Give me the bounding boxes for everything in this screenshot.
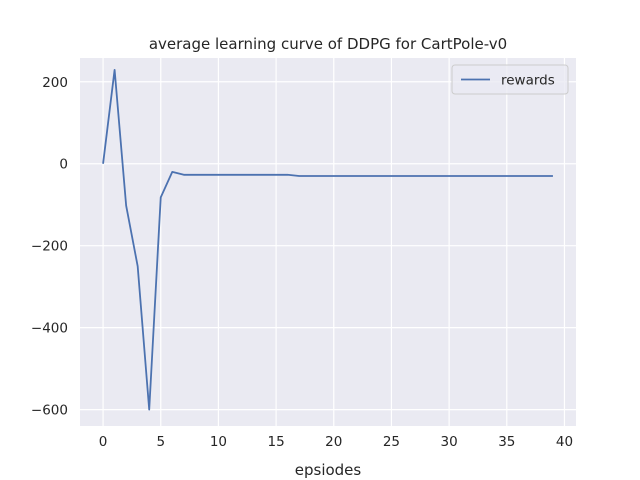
x-tick-label: 15 <box>267 434 284 450</box>
y-tick-label: 200 <box>42 75 68 91</box>
x-tick-label: 40 <box>556 434 573 450</box>
y-tick-label: 0 <box>59 157 68 173</box>
legend-box <box>451 64 569 95</box>
legend-label: rewards <box>501 73 555 89</box>
y-tick-label: −200 <box>31 239 68 255</box>
series-line-rewards <box>102 68 553 411</box>
x-tick-label: 30 <box>441 434 458 450</box>
x-tick-label: 10 <box>210 434 227 450</box>
x-tick-label: 25 <box>383 434 400 450</box>
tick-labels: 0 5 10 15 20 25 30 35 40 −600 −400 −200 0 200 <box>31 75 573 450</box>
y-tick-label: −400 <box>31 321 68 337</box>
x-tick-label: 20 <box>325 434 342 450</box>
x-tick-label: 35 <box>498 434 515 450</box>
chart-title: average learning curve of DDPG for CartP… <box>149 35 507 53</box>
x-tick-label: 5 <box>156 434 165 450</box>
legend: rewards <box>451 64 569 95</box>
y-tick-label: −600 <box>31 403 68 419</box>
x-axis-label: epsiodes <box>295 461 362 479</box>
plot-area <box>80 58 576 426</box>
series-layer <box>102 68 553 411</box>
x-tick-label: 0 <box>99 434 108 450</box>
